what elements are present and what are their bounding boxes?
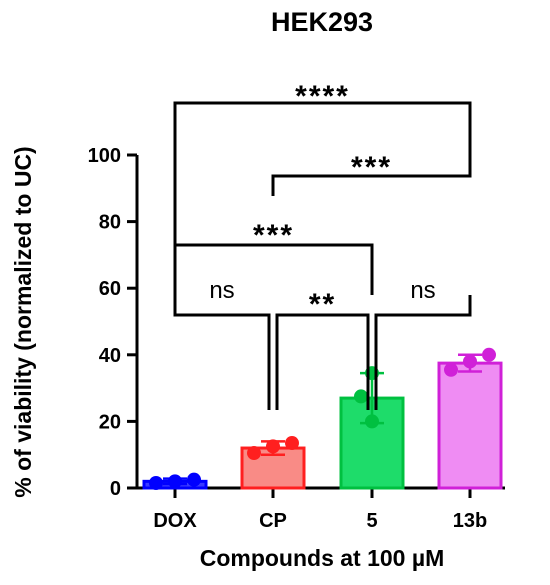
chart-title: HEK293	[271, 7, 373, 37]
bar	[437, 361, 503, 490]
significance-label: ***	[253, 219, 294, 252]
significance-label: ***	[351, 151, 392, 184]
significance-label: ns	[410, 277, 435, 304]
data-point	[187, 472, 201, 487]
data-point	[266, 439, 280, 454]
y-tick-label: 100	[88, 145, 121, 167]
data-point	[168, 474, 182, 489]
y-tick-label: 20	[99, 411, 121, 433]
data-point	[463, 354, 477, 369]
x-tick-label: CP	[259, 510, 287, 532]
data-point	[285, 436, 299, 451]
axes: 0 20 40 60 80 100 DOX CP 5 13b	[88, 145, 505, 532]
significance-bracket	[173, 230, 374, 295]
significance-bracket	[275, 313, 370, 410]
data-point	[354, 389, 368, 404]
significance-label: **	[309, 288, 336, 321]
y-tick-label: 60	[99, 278, 121, 300]
data-point	[365, 414, 379, 429]
data-point	[482, 347, 496, 362]
significance-bracket	[173, 230, 271, 410]
x-tick-label: DOX	[153, 510, 197, 532]
significance-bracket	[374, 295, 472, 410]
x-tick-label: 13b	[453, 510, 487, 532]
x-tick-label: 5	[366, 510, 377, 532]
data-point	[247, 446, 261, 461]
y-tick-label: 0	[110, 478, 121, 500]
significance-bracket	[271, 155, 472, 196]
y-axis-label: % of viability (normalized to UC)	[10, 146, 36, 497]
data-point	[149, 476, 163, 491]
significance-label: ns	[209, 277, 234, 304]
y-tick-label: 80	[99, 212, 121, 234]
significance-brackets: ns ** ns**********	[173, 80, 472, 410]
data-point	[444, 362, 458, 377]
y-tick-label: 40	[99, 345, 121, 367]
significance-label: ****	[295, 80, 350, 113]
significance-bracket	[173, 101, 472, 230]
x-axis-label: Compounds at 100 µM	[200, 545, 445, 571]
data-points	[149, 347, 496, 491]
